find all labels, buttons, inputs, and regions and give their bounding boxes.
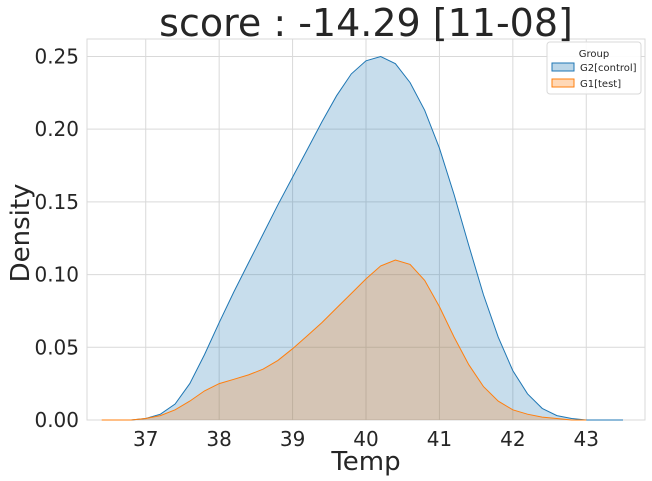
gridlines <box>87 39 645 421</box>
density-areas <box>101 55 623 421</box>
x-tick-label: 41 <box>427 427 452 451</box>
x-tick-labels: 37 38 39 40 41 42 43 <box>133 427 599 451</box>
legend-swatch-g2-control <box>551 62 575 72</box>
x-tick-label: 37 <box>133 427 158 451</box>
y-tick-label: 0.00 <box>34 408 79 432</box>
legend: Group G2[control] G1[test] <box>546 41 642 95</box>
area-g1-test <box>101 260 587 420</box>
y-tick-labels: 0.00 0.05 0.10 0.15 0.20 0.25 <box>34 44 79 432</box>
x-tick-label: 43 <box>574 427 599 451</box>
x-tick-label: 42 <box>500 427 525 451</box>
y-tick-label: 0.05 <box>34 335 79 359</box>
y-tick-label: 0.20 <box>34 117 79 141</box>
line-g2-control <box>131 55 623 421</box>
x-tick-label: 40 <box>353 427 378 451</box>
y-tick-label: 0.25 <box>34 44 79 68</box>
chart-title: score : -14.29 [11-08] <box>159 1 573 45</box>
legend-box <box>546 41 642 95</box>
legend-label-g1-test: G1[test] <box>580 79 621 90</box>
y-tick-label: 0.10 <box>34 263 79 287</box>
x-axis-label: Temp <box>330 447 400 477</box>
legend-title: Group <box>579 49 609 60</box>
y-axis-label: Density <box>6 184 36 283</box>
y-tick-label: 0.15 <box>34 190 79 214</box>
area-g2-control <box>131 56 623 420</box>
line-g1-test <box>101 259 587 421</box>
legend-swatch-g1-test <box>551 78 575 88</box>
x-tick-label: 39 <box>280 427 305 451</box>
x-tick-label: 38 <box>206 427 231 451</box>
legend-label-g2-control: G2[control] <box>580 63 637 74</box>
